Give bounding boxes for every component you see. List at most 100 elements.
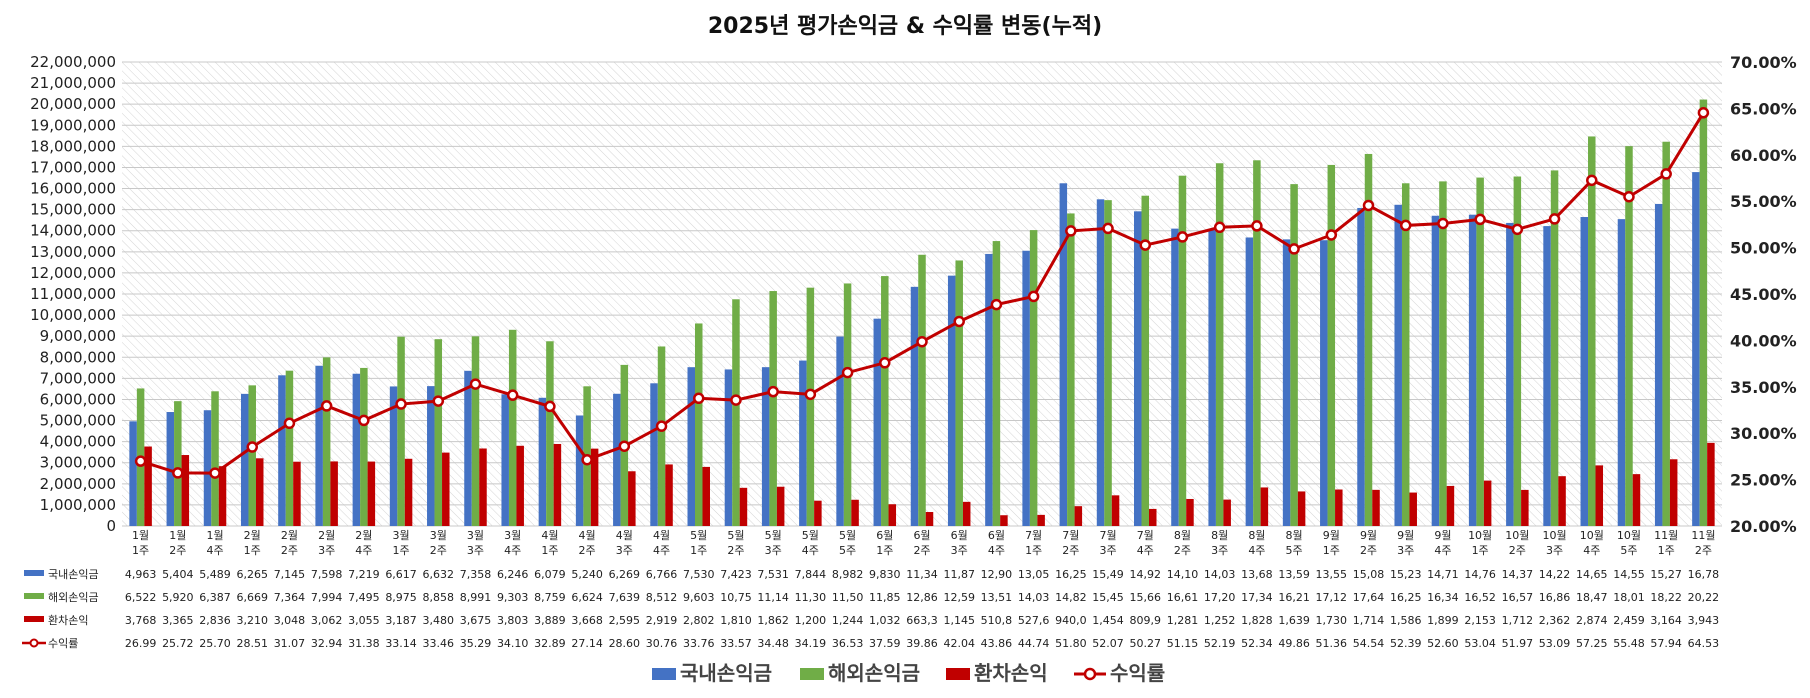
bar-국내손익금 (947, 275, 956, 526)
category-label: 3월 (393, 529, 410, 542)
rate-point (730, 394, 742, 406)
bar-해외손익금 (694, 323, 703, 526)
table-cell: 14,03 (1204, 568, 1236, 581)
bar-해외손익금 (285, 370, 294, 526)
bar-해외손익금 (1476, 177, 1484, 526)
bar-해외손익금 (546, 341, 554, 526)
bar-국내손익금 (985, 253, 993, 526)
category-label: 1주 (132, 544, 149, 557)
y-tick-label: 10,000,000 (30, 306, 116, 324)
table-cell: 49.86 (1278, 637, 1310, 650)
rate-point (990, 298, 1003, 311)
table-cell: 1,810 (720, 614, 752, 627)
table-cell: 13,68 (1241, 568, 1273, 581)
table-cell: 6,669 (236, 591, 268, 604)
category-label: 4주 (988, 544, 1005, 557)
category-label: 9월 (1397, 529, 1414, 542)
table-cell: 53.04 (1464, 637, 1496, 650)
bar-환차손익 (888, 504, 897, 526)
category-label: 3주 (616, 544, 633, 557)
rate-point (469, 378, 482, 390)
table-cell: 15,23 (1390, 568, 1422, 581)
y2-tick-label: 25.00% (1730, 471, 1797, 490)
bar-국내손익금 (203, 410, 212, 526)
table-cell: 8,975 (385, 591, 417, 604)
category-label: 4주 (1583, 544, 1600, 557)
table-cell: 16,34 (1427, 591, 1459, 604)
table-cell: 1,244 (832, 614, 864, 627)
category-label: 10월 (1468, 529, 1492, 542)
table-cell: 33.46 (423, 637, 455, 650)
table-cell: 7,994 (311, 591, 343, 604)
row-key-marker (29, 638, 39, 648)
table-cell: 5,404 (162, 568, 194, 581)
rate-point (1102, 222, 1114, 235)
table-cell: 16,61 (1167, 591, 1199, 604)
bar-환차손익 (404, 458, 413, 526)
y-tick-label: 22,000,000 (30, 53, 116, 71)
category-label: 7월 (1137, 529, 1154, 542)
table-cell: 940,0 (1055, 614, 1087, 627)
bar-국내손익금 (1022, 250, 1030, 526)
table-cell: 4,963 (125, 568, 157, 581)
rate-point (1697, 107, 1710, 119)
table-cell: 16,21 (1278, 591, 1310, 604)
y-tick-label: 0 (106, 517, 116, 535)
table-cell: 33.57 (720, 637, 752, 650)
bar-국내손익금 (873, 318, 882, 526)
bar-국내손익금 (315, 365, 323, 526)
rate-point (1288, 243, 1300, 255)
y-tick-label: 4,000,000 (40, 433, 116, 451)
rate-point (1325, 229, 1338, 241)
table-cell: 1,145 (943, 614, 975, 627)
bar-환차손익 (516, 445, 524, 526)
table-cell: 2,595 (609, 614, 641, 627)
category-label: 9월 (1323, 529, 1340, 542)
y-tick-label: 2,000,000 (40, 475, 116, 493)
category-label: 6월 (913, 529, 930, 542)
table-cell: 15,49 (1092, 568, 1124, 581)
table-cell: 6,522 (125, 591, 157, 604)
y-tick-label: 12,000,000 (30, 264, 116, 282)
y-tick-label: 3,000,000 (40, 454, 116, 472)
legend-label: 해외손익금 (828, 661, 920, 685)
table-cell: 28.60 (609, 637, 641, 650)
bar-해외손익금 (881, 276, 889, 526)
bar-해외손익금 (434, 339, 443, 526)
table-cell: 2,802 (683, 614, 715, 627)
y-tick-label: 18,000,000 (30, 137, 116, 155)
row-key (24, 593, 44, 599)
category-label: 1월 (206, 529, 223, 542)
table-cell: 33.14 (385, 637, 417, 650)
bar-환차손익 (367, 461, 376, 526)
category-label: 5주 (1286, 544, 1303, 557)
table-cell: 31.07 (274, 637, 306, 650)
bar-국내손익금 (799, 360, 807, 526)
bar-국내손익금 (1431, 215, 1440, 526)
table-cell: 34.19 (795, 637, 827, 650)
rate-point (692, 392, 705, 405)
table-cell: 33.76 (683, 637, 715, 650)
row-label: 수익률 (48, 637, 78, 650)
table-cell: 18,01 (1613, 591, 1645, 604)
category-label: 3월 (504, 529, 521, 542)
table-cell: 13,51 (981, 591, 1013, 604)
bar-해외손익금 (1662, 141, 1670, 526)
row-label: 국내손익금 (48, 568, 99, 581)
table-cell: 13,59 (1278, 568, 1310, 581)
bar-환차손익 (553, 443, 562, 526)
category-label: 8월 (1211, 529, 1228, 542)
legend-marker (1083, 667, 1097, 681)
category-label: 2주 (1695, 544, 1712, 557)
chart-title: 2025년 평가손익금 & 수익률 변동(누적) (708, 14, 1102, 39)
table-cell: 14,10 (1167, 568, 1199, 581)
bar-환차손익 (1632, 474, 1641, 526)
category-label: 7월 (1025, 529, 1042, 542)
category-label: 2월 (355, 529, 372, 542)
table-cell: 3,187 (385, 614, 417, 627)
rate-point (953, 315, 965, 328)
bar-해외손익금 (1067, 213, 1075, 526)
category-label: 5월 (839, 529, 856, 542)
category-label: 4월 (579, 529, 596, 542)
table-cell: 2,919 (646, 614, 678, 627)
